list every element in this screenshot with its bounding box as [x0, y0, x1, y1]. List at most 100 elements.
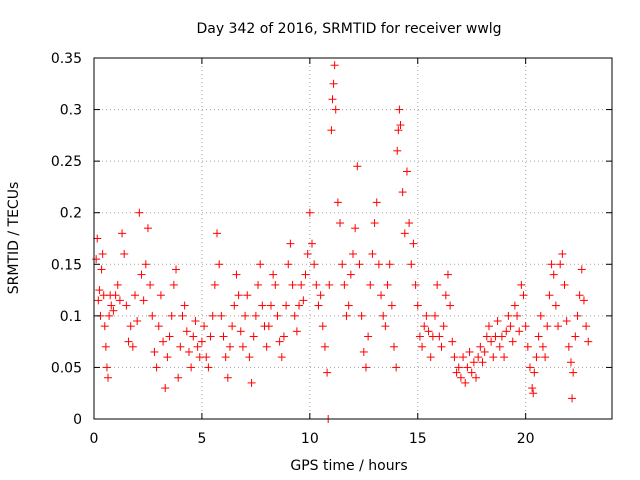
data-point	[139, 296, 148, 305]
data-point	[163, 353, 172, 362]
data-point	[93, 234, 102, 243]
data-point	[366, 280, 375, 289]
data-point	[210, 280, 219, 289]
data-point	[286, 239, 295, 248]
data-point	[154, 322, 163, 331]
data-point	[146, 280, 155, 289]
data-point	[513, 311, 522, 320]
data-point	[456, 373, 465, 382]
data-point	[426, 353, 435, 362]
data-point	[461, 378, 470, 387]
data-point	[264, 322, 273, 331]
data-point	[133, 317, 142, 326]
data-point	[338, 260, 347, 269]
data-point	[213, 229, 222, 238]
data-point	[472, 373, 481, 382]
data-point	[344, 301, 353, 310]
data-point	[566, 358, 575, 367]
data-point	[446, 301, 455, 310]
data-point	[303, 249, 312, 258]
data-point	[269, 270, 278, 279]
data-point	[236, 327, 245, 336]
data-point	[97, 265, 106, 274]
data-point	[379, 311, 388, 320]
data-point	[353, 162, 362, 171]
data-point	[221, 353, 230, 362]
data-point	[418, 342, 427, 351]
data-point	[407, 260, 416, 269]
data-point	[204, 363, 213, 372]
data-point	[400, 229, 409, 238]
data-point	[143, 224, 152, 233]
data-point	[575, 291, 584, 300]
data-point	[327, 126, 336, 135]
data-point	[530, 368, 539, 377]
data-point	[480, 347, 489, 356]
data-points	[92, 61, 593, 423]
data-point	[551, 301, 560, 310]
data-point	[330, 61, 339, 70]
data-point	[346, 270, 355, 279]
chart-title: Day 342 of 2016, SRMTID for receiver wwl…	[196, 21, 501, 37]
grid	[94, 58, 612, 419]
data-point	[474, 353, 483, 362]
data-point	[104, 373, 113, 382]
data-point	[266, 301, 275, 310]
data-point	[364, 332, 373, 341]
data-point	[95, 286, 104, 295]
data-point	[165, 332, 174, 341]
y-tick-label: 0.1	[60, 309, 82, 325]
data-point	[424, 327, 433, 336]
data-point	[325, 280, 334, 289]
data-point	[323, 368, 332, 377]
x-axis-label: GPS time / hours	[290, 458, 407, 474]
data-point	[515, 327, 524, 336]
data-point	[538, 342, 547, 351]
data-point	[409, 239, 418, 248]
data-point	[395, 105, 404, 114]
data-point	[478, 358, 487, 367]
data-point	[584, 337, 593, 346]
data-point	[394, 126, 403, 135]
data-point	[564, 342, 573, 351]
data-point	[484, 322, 493, 331]
data-point	[328, 95, 337, 104]
data-point	[273, 311, 282, 320]
data-point	[238, 342, 247, 351]
data-point	[279, 332, 288, 341]
data-point	[187, 363, 196, 372]
data-point	[383, 280, 392, 289]
data-point	[178, 311, 187, 320]
data-point	[413, 301, 422, 310]
data-point	[176, 342, 185, 351]
data-point	[202, 353, 211, 362]
data-point	[113, 280, 122, 289]
data-point	[161, 384, 170, 393]
data-point	[523, 342, 532, 351]
data-point	[305, 208, 314, 217]
data-point	[169, 280, 178, 289]
data-point	[295, 301, 304, 310]
y-tick-label: 0	[73, 412, 82, 428]
data-point	[128, 342, 137, 351]
data-point	[277, 353, 286, 362]
data-point	[167, 311, 176, 320]
y-axis-label: SRMTID / TECUs	[6, 182, 22, 295]
data-point	[284, 260, 293, 269]
data-point	[223, 373, 232, 382]
data-point	[554, 322, 563, 331]
data-point	[562, 317, 571, 326]
data-point	[271, 280, 280, 289]
data-point	[387, 301, 396, 310]
data-point	[402, 167, 411, 176]
axis-ticks: 0 5 10 15 20 0 0.05 0.1 0.15 0.2 0.25 0.3 0.35	[51, 51, 612, 447]
data-point	[297, 280, 306, 289]
data-point	[569, 368, 578, 377]
data-point	[541, 353, 550, 362]
data-point	[435, 332, 444, 341]
data-point	[102, 363, 111, 372]
data-point	[191, 317, 200, 326]
data-point	[282, 301, 291, 310]
data-point	[361, 363, 370, 372]
